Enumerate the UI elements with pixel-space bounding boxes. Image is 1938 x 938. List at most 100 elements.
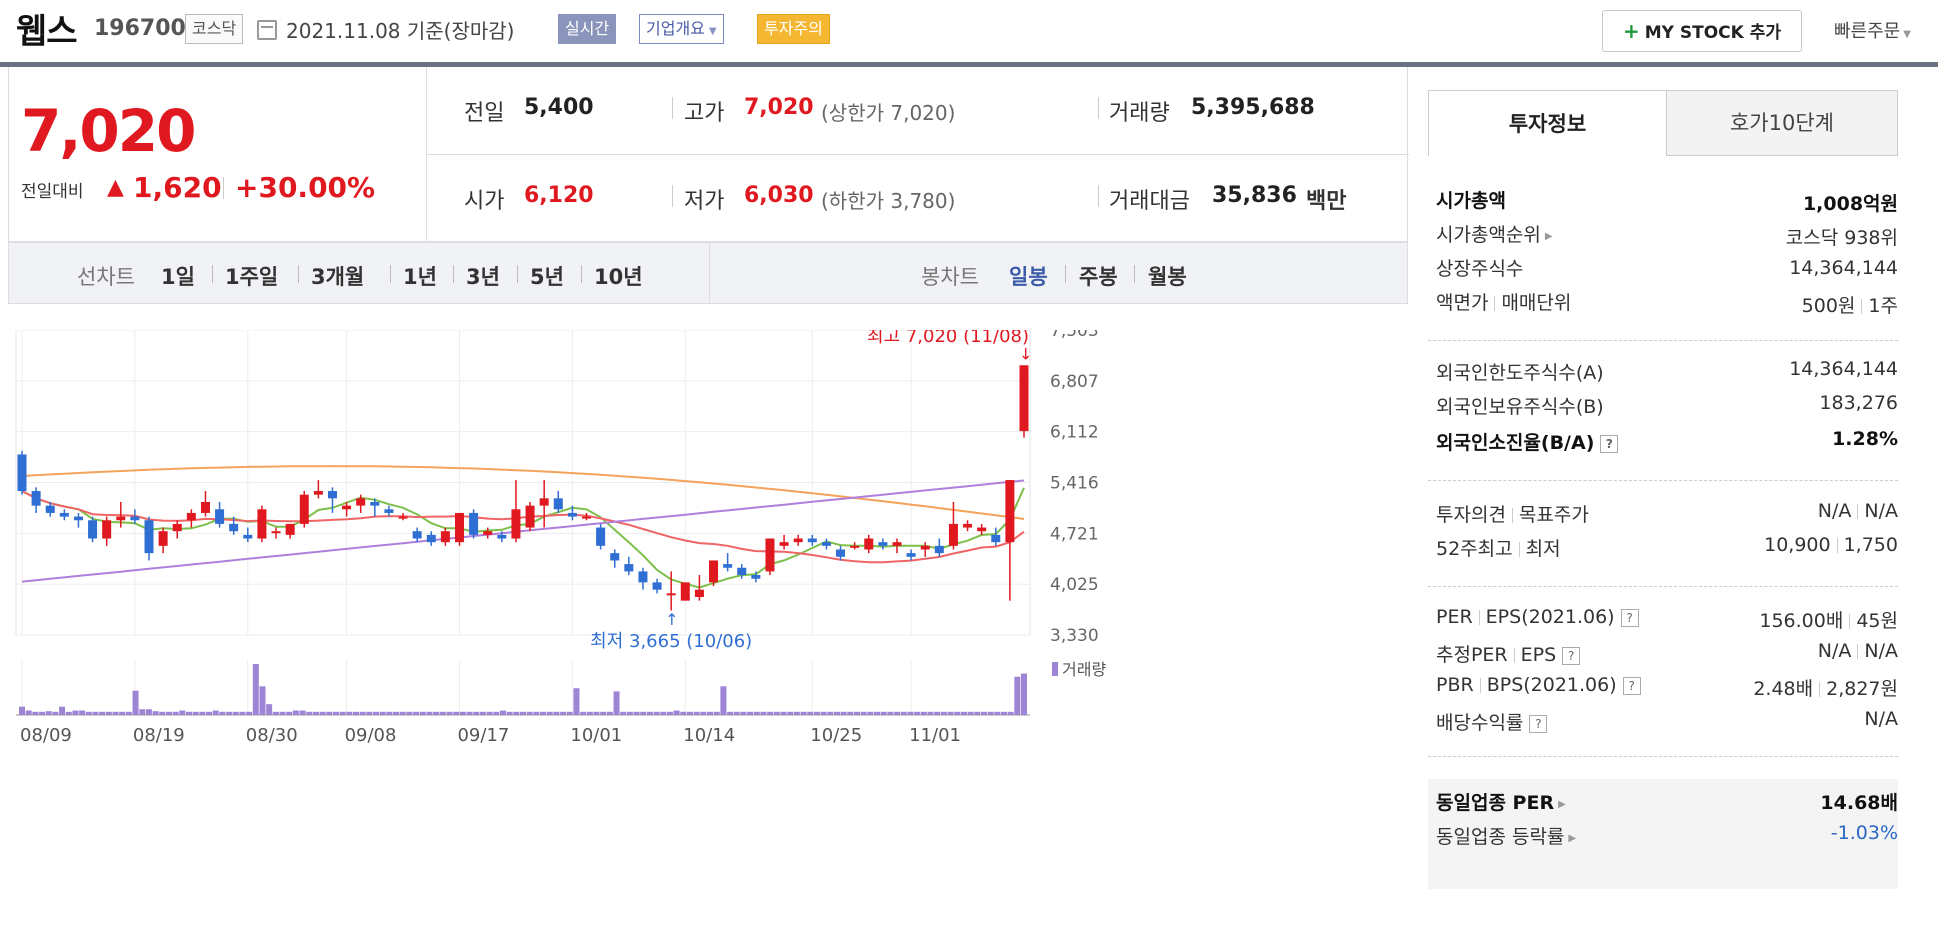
volume-bar	[439, 711, 446, 715]
candle-body	[864, 538, 874, 550]
info-label-text: 52주최고	[1436, 538, 1513, 560]
info-label-text: 매매단위	[1501, 292, 1572, 314]
quick-order-menu[interactable]: 빠른주문 ▼	[1834, 17, 1911, 43]
volume-bar	[85, 711, 92, 715]
section-divider	[1428, 586, 1898, 587]
volume-bar	[813, 711, 820, 715]
tab-daily[interactable]: 일봉	[1009, 265, 1048, 289]
investment-info-panel: 투자정보 호가10단계 시가총액 1,008억원 시가총액순위 ▶ 코스닥 938위 상장…	[1428, 90, 1898, 889]
info-label-text: 목표주가	[1518, 504, 1589, 526]
candle-body	[158, 531, 168, 546]
tab-weekly[interactable]: 주봉	[1079, 265, 1118, 289]
volume-bar	[653, 711, 660, 715]
info-label-text: 최저	[1525, 538, 1561, 560]
candle-body	[116, 516, 126, 521]
volume-bar	[833, 711, 840, 715]
volume-bar	[553, 711, 560, 715]
candle-body	[186, 512, 196, 521]
volume-bar	[780, 711, 787, 715]
volume-bar	[299, 710, 306, 715]
info-value-14: -1.03%	[1831, 822, 1898, 844]
info-label-1[interactable]: 시가총액순위 ▶	[1436, 220, 1553, 247]
volume-bar	[974, 711, 981, 715]
candle-body	[807, 538, 817, 543]
section-divider	[1428, 756, 1898, 757]
divider	[1098, 97, 1099, 119]
candle-body	[384, 509, 394, 513]
help-icon[interactable]: ?	[1620, 609, 1639, 627]
volume-bar	[112, 711, 119, 715]
header-divider	[0, 62, 1938, 67]
x-tick-label: 09/17	[457, 725, 509, 746]
volume-bar	[847, 711, 854, 715]
x-tick-label: 09/08	[345, 725, 397, 746]
divider	[1861, 299, 1863, 314]
realtime-button[interactable]: 실시간	[558, 14, 617, 44]
candle-body	[257, 509, 267, 539]
volume-bar	[620, 711, 627, 715]
volume-bar	[520, 711, 526, 715]
company-overview-dropdown[interactable]: 기업개요 ▼	[639, 14, 724, 44]
price-chart[interactable]: 7,503 6,807 6,112 5,416 4,721 4,025 3,330 08/09…	[8, 330, 1408, 930]
info-value-11: 2.48배 2,827원	[1753, 674, 1898, 701]
help-icon[interactable]: ?	[1529, 715, 1548, 733]
candle-body	[342, 505, 352, 510]
volume-bar	[186, 711, 192, 715]
volume-bar	[753, 711, 760, 715]
candle-body	[45, 505, 55, 513]
tab-1w[interactable]: 1주일	[225, 265, 279, 289]
info-value-text: 2.48배	[1753, 678, 1814, 700]
volume-bar	[954, 711, 961, 715]
divider	[709, 243, 710, 303]
info-value-text: 14,364,144	[1789, 358, 1898, 380]
info-label-text: 외국인소진율(B/A)	[1436, 432, 1595, 454]
volume-bar	[473, 711, 480, 715]
y-tick-label: 4,025	[1050, 575, 1099, 595]
info-label-2: 상장주식수	[1436, 254, 1523, 281]
volume-bar	[132, 690, 139, 715]
candle-body	[765, 538, 775, 572]
info-label-14[interactable]: 동일업종 등락률 ▶	[1436, 822, 1576, 849]
volume-bar	[373, 711, 380, 715]
volume-bar	[226, 711, 233, 715]
info-value-0: 1,008억원	[1803, 189, 1898, 216]
ma20-line	[21, 490, 1025, 564]
volume-bar	[99, 711, 106, 715]
volume-bar	[840, 711, 847, 715]
info-value-8: 10,900 1,750	[1764, 534, 1898, 556]
info-label-text: 투자의견	[1436, 504, 1506, 526]
help-icon[interactable]: ?	[1562, 647, 1581, 665]
info-value-1: 코스닥 938위	[1786, 223, 1898, 250]
tab-investment-info[interactable]: 투자정보	[1428, 90, 1667, 156]
volume-bar	[479, 711, 486, 715]
volume-bar	[199, 711, 206, 715]
tab-3y[interactable]: 3년	[466, 265, 500, 289]
info-label-13[interactable]: 동일업종 PER ▶	[1436, 788, 1566, 815]
candle-body	[553, 498, 563, 510]
high-label: 고가	[684, 101, 725, 126]
tab-1y[interactable]: 1년	[403, 265, 437, 289]
volume-bar	[272, 711, 279, 715]
volume-bar	[79, 710, 86, 715]
help-icon[interactable]: ?	[1600, 435, 1619, 453]
divider	[581, 265, 582, 283]
candle-body	[723, 564, 733, 568]
info-value-3: 500원 1주	[1802, 291, 1898, 318]
volume-bar	[827, 711, 834, 715]
stock-header: 웹스 196700 코스닥 2021.11.08 기준(장마감) 실시간 기업개…	[0, 0, 1938, 62]
info-label-8: 52주최고 최저	[1436, 534, 1561, 561]
quick-order-label: 빠른주문	[1834, 21, 1901, 42]
tab-monthly[interactable]: 월봉	[1148, 265, 1187, 289]
help-icon[interactable]: ?	[1622, 677, 1641, 695]
tab-1d[interactable]: 1일	[161, 265, 195, 289]
y-tick-label: 7,503	[1050, 330, 1099, 341]
candle-body	[31, 491, 41, 506]
tab-5y[interactable]: 5년	[530, 265, 564, 289]
candle-body	[525, 505, 535, 528]
tab-10y[interactable]: 10년	[594, 265, 643, 289]
tab-order-book[interactable]: 호가10단계	[1666, 90, 1898, 156]
tab-3m[interactable]: 3개월	[311, 265, 365, 289]
add-my-stock-button[interactable]: + MY STOCK 추가	[1602, 10, 1802, 52]
info-value-text: N/A	[1817, 640, 1852, 662]
volume-bar	[339, 711, 346, 715]
